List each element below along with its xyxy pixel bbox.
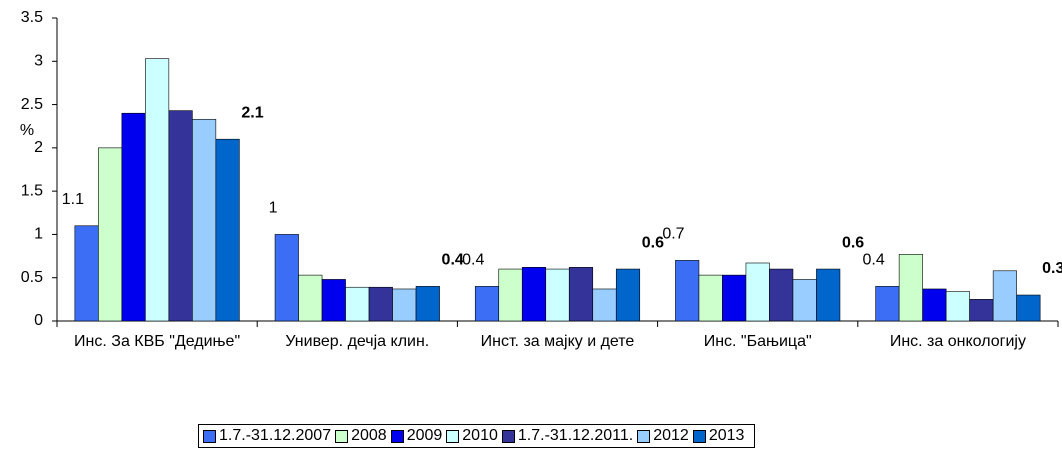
bar: [215, 138, 240, 322]
bar: [368, 286, 393, 322]
y-axis-label: %: [20, 122, 34, 139]
x-tick-label: Инст. за мајку и дете: [480, 333, 635, 350]
bar: [274, 234, 299, 322]
legend-swatch: [637, 429, 651, 443]
y-tick-label: 3: [34, 53, 43, 70]
bar: [698, 274, 723, 322]
y-tick-label: 1: [34, 226, 43, 243]
bar: [521, 267, 547, 322]
legend-swatch: [692, 429, 706, 443]
y-tick-label: 2.5: [21, 96, 43, 113]
bar: [769, 268, 794, 322]
bar: [298, 274, 323, 322]
legend-item: 1.7.-31.12.2007: [203, 427, 331, 445]
y-tick-label: 3.5: [21, 9, 43, 26]
legend-swatch: [501, 429, 515, 443]
legend-item: 1.7.-31.12.2011.: [501, 427, 634, 445]
legend-swatch: [335, 429, 349, 443]
bar: [992, 270, 1017, 322]
data-label: 2.1: [241, 104, 263, 121]
data-label: 0.4: [462, 252, 484, 269]
data-label: 0.3: [1042, 260, 1062, 277]
bar: [875, 286, 900, 322]
y-tick-label: 2: [34, 139, 43, 156]
bar: [392, 288, 417, 322]
plot: % 00.511.522.533.51.12.110.40.40.60.70.6…: [20, 9, 1062, 329]
bar: [568, 267, 594, 322]
bar: [192, 118, 217, 322]
bar: [898, 254, 923, 322]
legend-swatch: [203, 429, 216, 443]
legend-label: 2009: [406, 427, 443, 444]
bar: [474, 286, 500, 322]
legend: 1.7.-31.12.2007 2008 2009 2010 1.7.-31.12.20…: [198, 424, 756, 448]
bar: [98, 147, 123, 322]
bar: [345, 286, 370, 322]
legend-label: 2012: [653, 427, 689, 444]
bar: [121, 112, 146, 322]
legend-item: 2013: [692, 427, 745, 445]
bar: [969, 299, 994, 322]
data-label: 0.6: [642, 234, 664, 251]
data-label: 1: [269, 200, 278, 217]
data-label: 0.7: [662, 226, 684, 243]
bar: [74, 225, 99, 322]
data-label: 0.6: [842, 234, 864, 251]
legend-label: 1.7.-31.12.2011.: [517, 427, 634, 444]
bar: [168, 110, 193, 322]
legend-item: 2009: [390, 427, 443, 445]
y-tick-label: 0: [34, 312, 43, 329]
bar: [816, 268, 841, 322]
y-tick-label: 0.5: [21, 269, 43, 286]
data-label: 0.4: [442, 252, 464, 269]
legend-item: 2012: [637, 427, 689, 445]
y-tick-label: 1.5: [21, 182, 43, 199]
legend-item: 2008: [335, 427, 387, 445]
data-label: 0.4: [863, 252, 885, 269]
bar: [922, 288, 947, 322]
legend-swatch: [390, 429, 404, 443]
legend-label: 2010: [462, 427, 498, 444]
bar: [792, 279, 817, 322]
x-tick-label: Инс. "Бањица": [703, 333, 812, 350]
data-label: 1.1: [62, 191, 84, 208]
x-tick-label: Инс. За КВБ "Дедиње": [74, 333, 241, 350]
legend-label: 1.7.-31.12.2007: [219, 427, 332, 444]
x-tick-label: Универ. дечја клин.: [285, 333, 430, 350]
legend-label: 2008: [351, 427, 387, 444]
bar: [321, 279, 346, 322]
x-tick-label: Инс. за онкологију: [889, 333, 1026, 350]
bar: [145, 58, 170, 322]
bar: [722, 274, 747, 322]
bar: [945, 291, 970, 322]
bar: [498, 268, 523, 322]
bar: [745, 262, 770, 322]
bar: [415, 286, 440, 322]
bar: [545, 268, 570, 322]
bar: [1016, 294, 1041, 322]
legend-label: 2013: [708, 427, 745, 444]
legend-swatch: [446, 429, 460, 443]
legend-item: 2010: [446, 427, 498, 445]
bar: [615, 268, 641, 322]
bar: [592, 288, 617, 322]
bar: [675, 260, 700, 322]
